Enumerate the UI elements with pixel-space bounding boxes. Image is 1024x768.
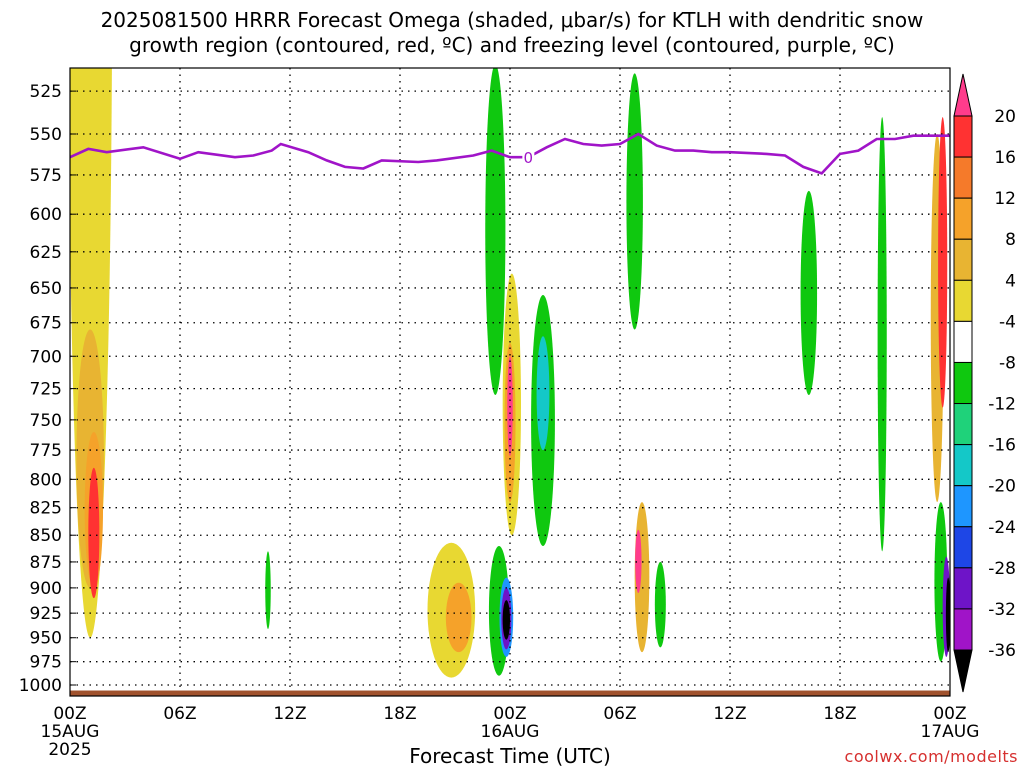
omega-region-13 bbox=[536, 336, 550, 451]
terrain-band bbox=[70, 690, 950, 696]
x-tick-date-0: 15AUG bbox=[41, 722, 100, 742]
omega-region-4 bbox=[265, 551, 271, 629]
y-tick-label-700: 700 bbox=[30, 347, 62, 367]
y-tick-label-625: 625 bbox=[30, 243, 62, 263]
colorbar-segment-1 bbox=[953, 156, 973, 199]
x-tick-date-48: 17AUG bbox=[921, 722, 980, 742]
x-tick-label-0: 00Z bbox=[53, 704, 86, 724]
colorbar-segment-0 bbox=[953, 115, 973, 158]
colorbar-label-8: -16 bbox=[988, 436, 1016, 456]
y-tick-label-650: 650 bbox=[30, 279, 62, 299]
freezing-level-label: 0 bbox=[524, 149, 534, 167]
omega-region-19 bbox=[635, 529, 642, 594]
y-tick-label-750: 750 bbox=[30, 411, 62, 431]
omega-region-17 bbox=[626, 73, 643, 330]
colorbar-label-10: -24 bbox=[988, 518, 1016, 538]
colorbar-label-12: -32 bbox=[988, 600, 1016, 620]
colorbar-segment-8 bbox=[953, 444, 973, 487]
x-tick-year-0: 2025 bbox=[48, 740, 91, 760]
omega-region-27 bbox=[945, 577, 950, 653]
y-tick-label-600: 600 bbox=[30, 205, 62, 225]
colorbar-segment-9 bbox=[953, 485, 973, 528]
y-tick-label-900: 900 bbox=[30, 579, 62, 599]
y-tick-label-675: 675 bbox=[30, 314, 62, 334]
x-axis-label: Forecast Time (UTC) bbox=[409, 744, 611, 768]
x-tick-label-6: 06Z bbox=[163, 704, 196, 724]
omega-region-21 bbox=[800, 190, 818, 395]
colorbar-label-7: -12 bbox=[988, 395, 1016, 415]
colorbar-top-arrow bbox=[953, 73, 973, 117]
chart-title-line-2: growth region (contoured, red, ºC) and f… bbox=[129, 33, 895, 57]
chart-title-line-1: 2025081500 HRRR Forecast Omega (shaded, … bbox=[100, 8, 924, 32]
colorbar: 20 16 12 8 4 -4 -8 -12 -16 -20 -24 -28 -32 -36 bbox=[953, 73, 1016, 693]
y-tick-label-800: 800 bbox=[30, 470, 62, 490]
freezing-level-contour: 0 bbox=[70, 132, 950, 175]
omega-region-6 bbox=[445, 582, 472, 653]
omega-shaded-regions bbox=[70, 68, 950, 678]
omega-region-3 bbox=[88, 467, 100, 599]
credit-link[interactable]: coolwx.com/modelts bbox=[844, 747, 1018, 766]
colorbar-label-4: 4 bbox=[1005, 271, 1016, 291]
x-tick-label-36: 12Z bbox=[713, 704, 746, 724]
colorbar-label-9: -20 bbox=[988, 477, 1016, 497]
colorbar-segment-2 bbox=[953, 197, 973, 240]
omega-region-7 bbox=[485, 68, 506, 395]
colorbar-label-0: 20 bbox=[994, 107, 1016, 127]
x-tick-label-48: 00Z bbox=[933, 704, 966, 724]
colorbar-segment-6 bbox=[953, 361, 973, 405]
colorbar-label-11: -28 bbox=[988, 559, 1016, 579]
omega-region-22 bbox=[877, 117, 887, 552]
y-tick-label-975: 975 bbox=[30, 653, 62, 673]
terrain-bar bbox=[70, 690, 950, 696]
plot-frame bbox=[69, 67, 951, 697]
y-tick-label-950: 950 bbox=[30, 629, 62, 649]
y-tick-label-850: 850 bbox=[30, 526, 62, 546]
colorbar-label-13: -36 bbox=[988, 641, 1016, 661]
colorbar-label-1: 16 bbox=[994, 148, 1016, 168]
y-tick-label-875: 875 bbox=[30, 553, 62, 573]
colorbar-label-5: -4 bbox=[999, 312, 1016, 332]
grid-lines bbox=[70, 68, 950, 696]
y-axis-ticks: 525 550 575 600 625 650 675 700 725 750 775 800 825 8… bbox=[19, 82, 76, 696]
colorbar-label-3: 8 bbox=[1005, 230, 1016, 250]
y-tick-label-550: 550 bbox=[30, 125, 62, 145]
colorbar-segment-3 bbox=[953, 238, 973, 281]
x-tick-label-12: 12Z bbox=[273, 704, 306, 724]
x-tick-label-18: 18Z bbox=[383, 704, 416, 724]
colorbar-segment-10 bbox=[953, 526, 973, 569]
y-tick-label-925: 925 bbox=[30, 604, 62, 624]
colorbar-label-2: 12 bbox=[994, 189, 1016, 209]
freezing-label-bg bbox=[522, 148, 535, 166]
x-tick-date-24: 16AUG bbox=[481, 722, 540, 742]
colorbar-segment-12 bbox=[953, 608, 973, 651]
colorbar-segment-4 bbox=[953, 279, 973, 322]
x-tick-label-30: 06Z bbox=[603, 704, 636, 724]
colorbar-bottom-arrow bbox=[953, 649, 973, 693]
y-tick-label-725: 725 bbox=[30, 380, 62, 400]
colorbar-segment-11 bbox=[953, 567, 973, 610]
y-tick-label-775: 775 bbox=[30, 441, 62, 461]
omega-region-20 bbox=[654, 561, 666, 648]
y-tick-label-1000: 1000 bbox=[19, 676, 62, 696]
colorbar-segment-7 bbox=[953, 403, 973, 446]
freezing-level-line bbox=[70, 132, 950, 175]
colorbar-segment-5 bbox=[953, 320, 973, 363]
omega-region-16 bbox=[502, 600, 511, 640]
omega-region-24 bbox=[938, 117, 948, 408]
y-tick-label-525: 525 bbox=[30, 82, 62, 102]
x-tick-label-42: 18Z bbox=[823, 704, 856, 724]
y-tick-label-825: 825 bbox=[30, 499, 62, 519]
y-tick-label-575: 575 bbox=[30, 166, 62, 186]
x-tick-label-24: 00Z bbox=[493, 704, 526, 724]
colorbar-label-6: -8 bbox=[999, 353, 1016, 373]
